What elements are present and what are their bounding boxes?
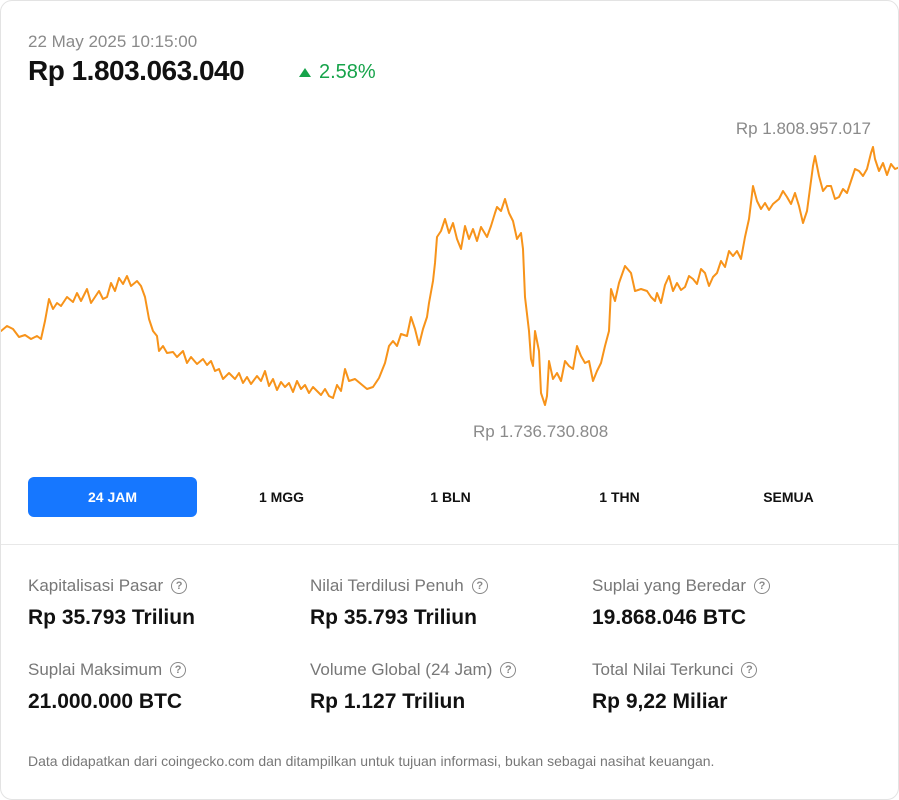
tab-1-bln[interactable]: 1 BLN — [430, 489, 471, 505]
tab-1-thn[interactable]: 1 THN — [599, 489, 640, 505]
stat-label: Nilai Terdilusi Penuh — [310, 576, 464, 595]
stat-value: Rp 35.793 Triliun — [310, 606, 477, 629]
tab-1-mgg[interactable]: 1 MGG — [258, 489, 305, 505]
help-icon[interactable]: ? — [741, 662, 758, 678]
timestamp: 22 May 2025 10:15:00 — [28, 32, 198, 51]
current-price: Rp 1.803.063.040 — [28, 55, 245, 86]
tab-semua[interactable]: SEMUA — [763, 489, 814, 505]
stat-label: Volume Global (24 Jam) — [310, 660, 493, 679]
chart-high-label: Rp 1.808.957.017 — [735, 119, 871, 138]
stat-market-cap: Kapitalisasi Pasar? Rp 35.793 Triliun — [28, 574, 310, 630]
stat-label: Suplai Maksimum — [28, 660, 163, 679]
stat-tvl: Total Nilai Terkunci? Rp 9,22 Miliar — [592, 658, 874, 714]
stat-circulating-supply: Suplai yang Beredar? 19.868.046 BTC — [592, 574, 874, 630]
tab-24-jam[interactable]: 24 JAM — [28, 477, 197, 517]
divider — [1, 544, 898, 545]
stat-label: Suplai yang Beredar — [592, 576, 747, 595]
stat-label: Kapitalisasi Pasar — [28, 576, 164, 595]
help-icon[interactable]: ? — [500, 662, 517, 678]
stat-value: 21.000.000 BTC — [28, 690, 183, 713]
disclaimer: Data didapatkan dari coingecko.com dan d… — [28, 753, 715, 769]
arrow-up-icon — [299, 68, 311, 77]
help-icon[interactable]: ? — [171, 578, 188, 594]
stat-fully-diluted: Nilai Terdilusi Penuh? Rp 35.793 Triliun — [310, 574, 592, 630]
help-icon[interactable]: ? — [471, 578, 488, 594]
price-line — [1, 146, 898, 406]
stat-max-supply: Suplai Maksimum? 21.000.000 BTC — [28, 658, 310, 714]
stat-label: Total Nilai Terkunci — [592, 660, 734, 679]
price-change: 2.58% — [299, 61, 376, 84]
timeframe-tabs: 24 JAM 1 MGG 1 BLN 1 THN SEMUA — [28, 477, 873, 517]
price-chart[interactable] — [1, 101, 899, 451]
stats-grid: Kapitalisasi Pasar? Rp 35.793 Triliun Ni… — [28, 574, 878, 714]
chart-low-label: Rp 1.736.730.808 — [473, 422, 609, 441]
stat-global-volume: Volume Global (24 Jam)? Rp 1.127 Triliun — [310, 658, 592, 714]
stat-value: 19.868.046 BTC — [592, 606, 747, 629]
stat-value: Rp 1.127 Triliun — [310, 690, 466, 713]
price-change-value: 2.58% — [319, 61, 376, 83]
stat-value: Rp 9,22 Miliar — [592, 690, 728, 713]
help-icon[interactable]: ? — [754, 578, 771, 594]
stat-value: Rp 35.793 Triliun — [28, 606, 195, 629]
help-icon[interactable]: ? — [170, 662, 187, 678]
